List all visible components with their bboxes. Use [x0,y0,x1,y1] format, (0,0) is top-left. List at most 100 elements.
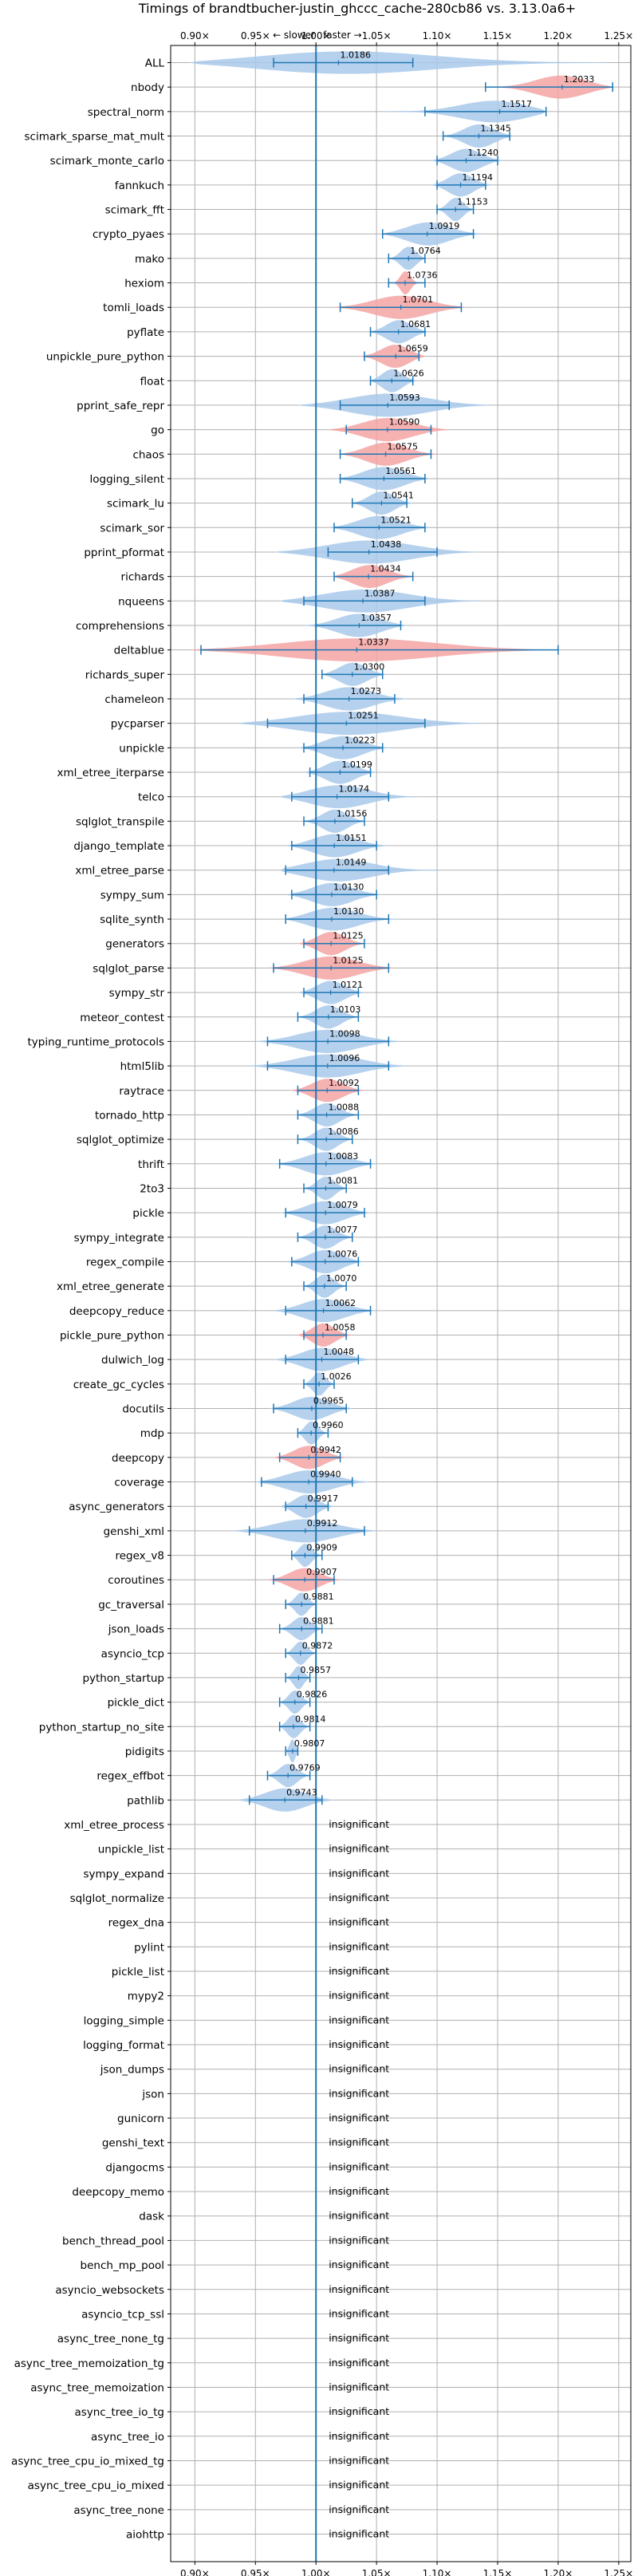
benchmark-label: ALL [145,57,165,70]
benchmark-label: xml_etree_generate [57,1280,164,1293]
value-label: 1.0681 [400,319,431,329]
benchmark-label: fannkuch [115,179,164,192]
benchmark-label: async_tree_memoization_tg [14,2357,164,2370]
value-label: 0.9743 [286,1787,317,1797]
benchmark-label: crypto_pyaes [93,228,164,241]
value-label: 0.9907 [306,1567,337,1577]
benchmark-label: coverage [114,1477,164,1489]
value-label: 1.0593 [389,393,420,403]
value-label: 1.0092 [329,1078,360,1088]
value-label: 1.0081 [328,1175,359,1185]
x-tick-label-bottom: 1.15× [483,2568,513,2576]
benchmark-label: sympy_sum [100,889,164,901]
benchmark-label: thrift [138,1158,164,1171]
value-label: 1.0575 [388,441,419,452]
value-label: 1.0174 [339,784,370,795]
benchmark-label: scimark_fft [105,204,164,217]
benchmark-label: python_startup_no_site [39,1721,164,1734]
insignificant-label: insignificant [329,1892,389,1903]
value-label: 1.0199 [341,759,372,770]
insignificant-label: insignificant [329,2479,389,2491]
benchmark-label: async_tree_cpu_io_mixed [28,2479,164,2492]
benchmark-label: asyncio_tcp [101,1647,164,1660]
value-label: 0.9769 [289,1763,321,1773]
benchmark-label: django_template [73,840,164,853]
benchmark-label: deepcopy_memo [72,2186,164,2199]
benchmark-label: generators [105,938,164,951]
benchmark-label: pprint_pformat [84,546,164,559]
benchmark-label: tornado_http [95,1109,164,1122]
benchmark-label: regex_v8 [115,1550,164,1563]
insignificant-label: insignificant [329,2283,389,2295]
benchmark-label: json_dumps [100,2064,164,2077]
benchmark-label: gc_traversal [98,1599,164,1611]
benchmark-label: dask [139,2211,164,2223]
insignificant-label: insignificant [329,2381,389,2393]
benchmark-label: unpickle_list [98,1844,164,1856]
benchmark-label: richards [121,571,164,584]
benchmark-label: pickle [132,1207,164,1220]
benchmark-label: bench_mp_pool [81,2259,164,2272]
x-tick-label-top: 1.15× [483,30,513,41]
insignificant-label: insignificant [329,2210,389,2222]
insignificant-label: insignificant [329,1990,389,2002]
benchmark-label: chaos [132,448,164,461]
benchmark-label: json [141,2088,164,2101]
benchmark-label: bench_thread_pool [62,2235,164,2247]
benchmark-label: mdp [140,1427,164,1440]
value-label: 1.0659 [397,344,428,354]
benchmark-label: mako [135,253,164,266]
value-label: 1.0387 [364,588,396,598]
insignificant-label: insignificant [329,2014,389,2026]
value-label: 1.0434 [370,564,401,574]
value-label: 1.0098 [329,1028,360,1039]
value-label: 0.9857 [300,1665,331,1675]
benchmark-label: scimark_lu [107,498,164,511]
value-label: 1.0736 [407,270,438,281]
benchmark-label: pathlib [127,1794,164,1807]
benchmark-label: sqlite_synth [100,913,164,926]
value-label: 1.0156 [337,808,368,819]
benchmark-label: scimark_sor [100,522,164,535]
x-tick-label-bottom: 1.00× [301,2568,331,2576]
value-label: 1.0626 [393,368,424,378]
value-label: 1.1153 [457,197,488,207]
benchmark-label: pidigits [125,1746,164,1758]
value-label: 0.9965 [313,1396,345,1406]
error-bars [200,57,613,1805]
x-tick-label-top: 1.05× [362,30,392,41]
insignificant-label: insignificant [329,2136,389,2148]
value-label: 0.9909 [306,1543,337,1553]
insignificant-label: insignificant [329,2357,389,2369]
value-labels: 1.0186 1.2033 1.1517 1.1345 1.1240 1.1194 1.11… [286,50,594,2540]
benchmark-label: regex_dna [108,1917,164,1930]
benchmark-label: async_tree_none [73,2504,164,2517]
value-label: 1.1345 [480,124,511,134]
benchmark-label: logging_simple [84,2014,164,2027]
benchmark-label: tomli_loads [103,302,164,314]
value-label: 1.0438 [371,539,402,550]
value-label: 0.9940 [310,1469,341,1480]
benchmark-label: pprint_safe_repr [77,400,164,412]
insignificant-label: insignificant [329,2332,389,2344]
benchmark-label: sqlglot_transpile [76,815,164,828]
value-label: 1.0125 [333,955,364,965]
insignificant-label: insignificant [329,2307,389,2319]
x-tick-label-bottom: 0.90× [180,2568,210,2576]
value-label: 1.0541 [383,491,414,501]
benchmark-labels: ALL nbody spectral_norm scimark_sparse_mat_… [11,57,171,2542]
benchmark-label: xml_etree_process [64,1819,164,1832]
x-tick-label-bottom: 1.10× [423,2568,452,2576]
value-label: 0.9881 [303,1616,334,1627]
x-tick-label-top: 1.25× [604,30,633,41]
benchmark-label: chameleon [104,693,164,706]
value-label: 1.0701 [403,294,434,305]
x-tick-label-bottom: 1.20× [544,2568,573,2576]
value-label: 1.0121 [333,980,364,990]
benchmark-label: deltablue [114,645,164,657]
value-label: 1.0125 [333,931,364,941]
benchmark-label: sqlglot_parse [93,962,164,975]
value-label: 1.0086 [328,1126,359,1137]
value-label: 0.9881 [303,1592,334,1602]
plot-frame [170,45,632,2562]
